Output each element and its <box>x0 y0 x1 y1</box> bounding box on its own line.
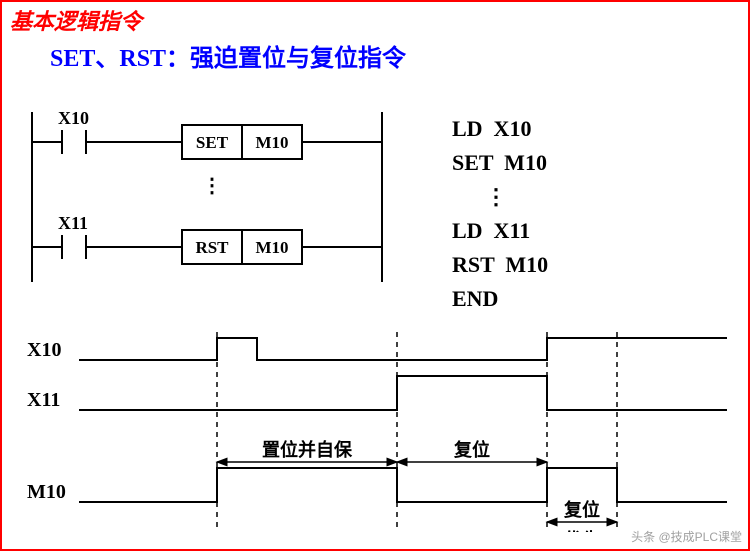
svg-text:SET: SET <box>196 133 229 152</box>
svg-text:⋮: ⋮ <box>202 175 222 197</box>
svg-text:RST: RST <box>195 238 229 257</box>
page-title: 基本逻辑指令 <box>10 4 142 36</box>
svg-text:X10: X10 <box>58 108 89 128</box>
instruction-list: LD X10 SET M10 ⋮ LD X11 RST M10 END <box>452 112 548 317</box>
svg-text:M10: M10 <box>255 238 288 257</box>
svg-text:X10: X10 <box>27 339 61 361</box>
ladder-diagram: X10 SET M10 X11 RST M10 ⋮ <box>27 102 402 302</box>
svg-text:置位并自保: 置位并自保 <box>262 439 353 460</box>
timing-diagram: X10X11M10置位并自保复位复位优先 <box>27 322 727 532</box>
svg-text:X11: X11 <box>58 213 88 233</box>
svg-text:复位: 复位 <box>453 439 490 460</box>
svg-text:优先: 优先 <box>564 529 600 532</box>
svg-text:M10: M10 <box>27 481 66 503</box>
watermark: 头条 @技成PLC课堂 <box>631 528 742 545</box>
page-root: 基本逻辑指令 SET、RST：强迫置位与复位指令 X10 SET M10 X11 RST… <box>0 0 750 551</box>
subtitle: SET、RST：强迫置位与复位指令 <box>50 38 406 73</box>
svg-text:M10: M10 <box>255 133 288 152</box>
svg-text:X11: X11 <box>27 389 60 411</box>
svg-text:复位: 复位 <box>563 499 600 520</box>
